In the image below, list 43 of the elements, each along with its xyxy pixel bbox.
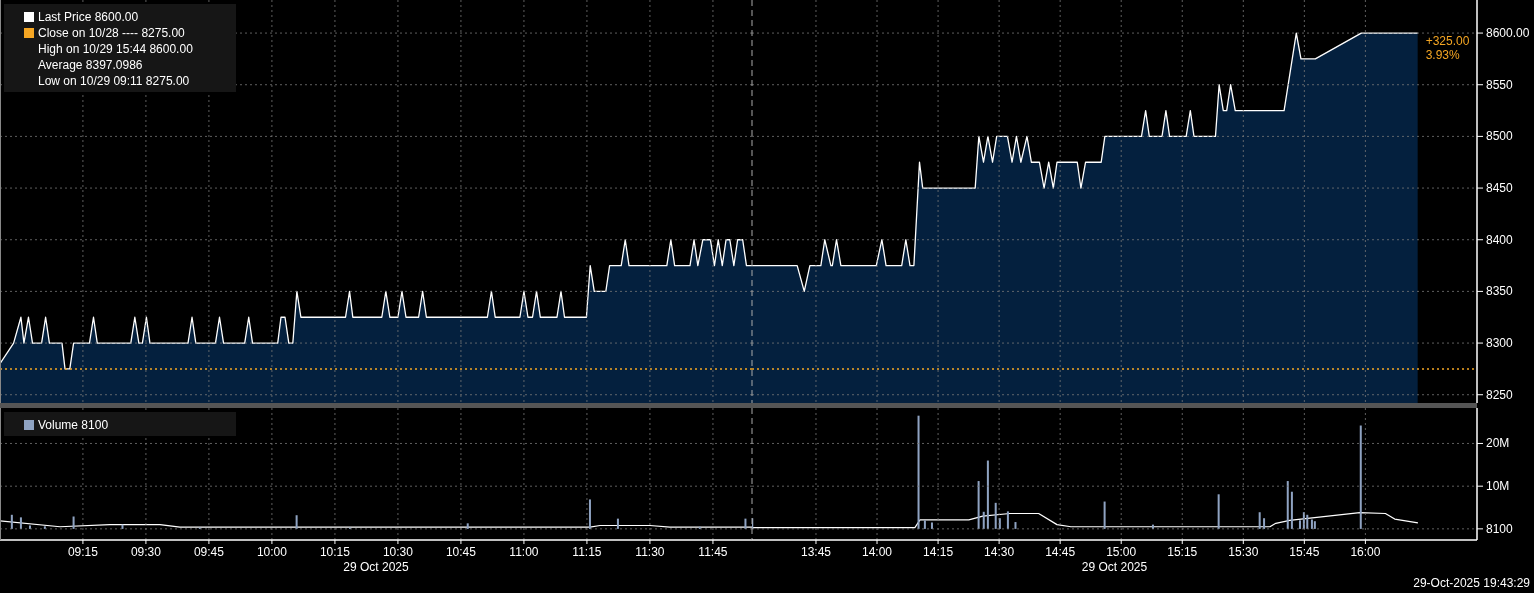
legend-label: Close on 10/28 ---- 8275.00 — [38, 26, 186, 40]
y-tick-label: 8100 — [1486, 521, 1514, 536]
x-tick-label: 15:30 — [1228, 545, 1259, 559]
x-tick-label: 10:30 — [382, 545, 414, 559]
x-tick-label: 09:15 — [67, 545, 99, 559]
x-axis-title: 29 Oct 2025 — [1081, 560, 1148, 574]
y-tick-label: 8600.00 — [1486, 26, 1530, 41]
annotation: Low on 10/29 09:11 8275.00 — [38, 74, 190, 88]
y-tick-label: 8250 — [1486, 387, 1514, 402]
x-tick-label: 14:30 — [984, 545, 1015, 559]
x-tick-label: 15:45 — [1289, 545, 1320, 559]
x-tick-label: 15:15 — [1167, 545, 1198, 559]
x-tick-label: 09:45 — [193, 545, 225, 559]
y-tick-label: 8550 — [1486, 77, 1514, 92]
x-tick-label: 16:00 — [1350, 545, 1381, 559]
x-tick-label: 11:45 — [698, 545, 728, 559]
annotation: High on 10/29 15:44 8600.00 — [38, 42, 194, 56]
y-tick-label: 8300 — [1486, 336, 1514, 351]
x-tick-label: 11:15 — [572, 545, 602, 559]
y-tick-label: 8500 — [1486, 129, 1514, 144]
x-tick-label: 14:45 — [1045, 545, 1076, 559]
x-axis-title: 29 Oct 2025 — [343, 560, 410, 574]
x-tick-label: 13:45 — [800, 545, 832, 559]
legend-label: Volume 8100 — [38, 418, 109, 432]
x-tick-label: 11:00 — [509, 545, 539, 559]
x-tick-label: 15:00 — [1106, 545, 1137, 559]
y-tick-label: 10M — [1486, 479, 1510, 494]
text: 29-Oct-2025 19:43:29 — [1413, 576, 1531, 590]
y-tick-label: 20M — [1486, 436, 1510, 451]
y-tick-label: 8450 — [1486, 181, 1514, 196]
x-tick-label: 11:30 — [635, 545, 665, 559]
y-tick-label: 8350 — [1486, 284, 1514, 299]
x-tick-label: 10:00 — [256, 545, 288, 559]
x-tick-label: 10:15 — [319, 545, 351, 559]
annotation: 3.93% — [1425, 48, 1461, 63]
x-tick-label: 14:00 — [862, 545, 893, 559]
annotation: +325.00 — [1425, 34, 1470, 49]
x-tick-label: 10:45 — [445, 545, 477, 559]
y-tick-label: 8400 — [1486, 232, 1514, 247]
legend-label: Last Price 8600.00 — [38, 10, 139, 24]
x-tick-label: 14:15 — [923, 545, 954, 559]
annotation: Average 8397.0986 — [38, 58, 143, 72]
x-tick-label: 09:30 — [130, 545, 162, 559]
